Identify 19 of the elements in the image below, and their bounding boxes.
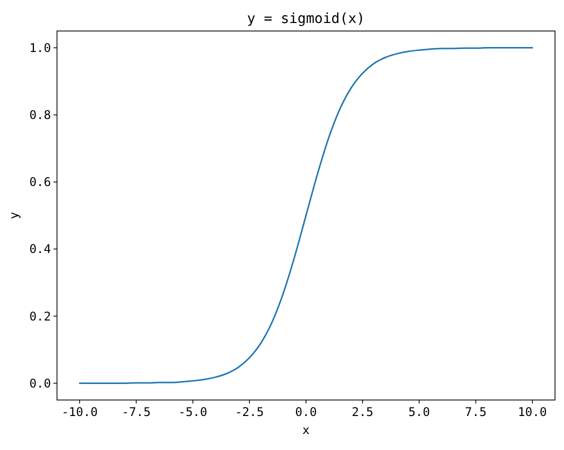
x-tick-label: -5.0 [178, 405, 208, 419]
y-tick-label: 0.0 [29, 376, 51, 390]
x-tick-label: 10.0 [518, 405, 547, 419]
y-tick-label: 1.0 [29, 40, 51, 55]
x-tick-label: 5.0 [408, 405, 430, 419]
x-tick-label: -2.5 [234, 405, 264, 419]
chart-title: y = sigmoid(x) [246, 11, 366, 27]
y-tick-label: 0.4 [29, 242, 51, 256]
x-tick-label: -7.5 [122, 405, 151, 419]
y-tick-label: 0.8 [29, 108, 51, 122]
x-tick-label: -10.0 [62, 405, 98, 419]
x-axis-title: x [302, 423, 310, 437]
line-series [78, 47, 534, 384]
y-tick-label: 0.2 [29, 309, 51, 324]
x-tick-label: 7.5 [464, 405, 487, 419]
y-tick-label: 0.6 [29, 175, 51, 190]
x-tick-label: 0.0 [295, 405, 317, 419]
y-axis-title: y [7, 212, 21, 220]
x-tick-label: 2.5 [352, 405, 374, 419]
